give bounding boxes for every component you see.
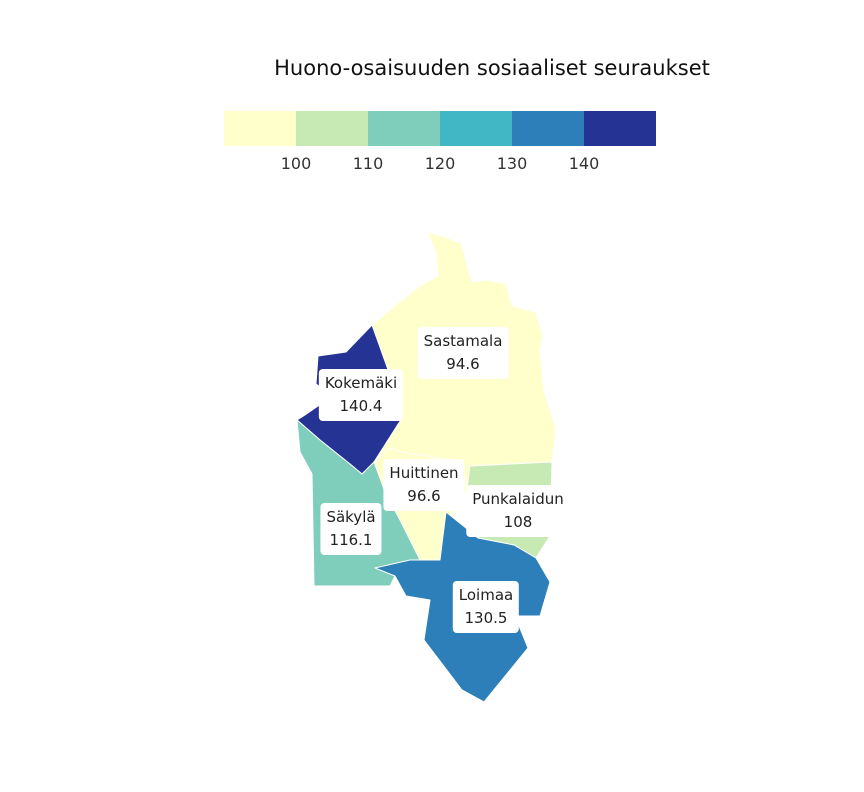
region-name: Punkalaidun bbox=[472, 490, 564, 508]
legend-swatch-120-130 bbox=[440, 111, 512, 146]
region-value: 130.5 bbox=[464, 609, 508, 627]
region-label-sakyla: Säkylä 116.1 bbox=[320, 503, 382, 555]
region-name: Sastamala bbox=[423, 332, 503, 350]
region-name: Säkylä bbox=[326, 508, 376, 526]
region-value: 108 bbox=[503, 513, 533, 531]
region-value: 140.4 bbox=[339, 397, 383, 415]
region-label-kokemaki: Kokemäki 140.4 bbox=[318, 369, 404, 421]
color-legend bbox=[224, 111, 656, 146]
legend-swatch-110-120 bbox=[368, 111, 440, 146]
legend-tick-label: 140 bbox=[568, 154, 600, 173]
legend-swatch-below-100 bbox=[224, 111, 296, 146]
region-name: Kokemäki bbox=[324, 374, 398, 392]
region-label-loimaa: Loimaa 130.5 bbox=[452, 581, 520, 633]
region-value: 94.6 bbox=[446, 355, 480, 373]
region-value: 116.1 bbox=[329, 531, 373, 549]
region-label-punkalaidun: Punkalaidun 108 bbox=[466, 485, 570, 537]
region-label-huittinen: Huittinen 96.6 bbox=[383, 459, 465, 511]
legend-tick-label: 130 bbox=[496, 154, 528, 173]
legend-tick-label: 120 bbox=[424, 154, 456, 173]
legend-tick-label: 100 bbox=[280, 154, 312, 173]
region-name: Loimaa bbox=[458, 586, 514, 604]
legend-swatch-above-140 bbox=[584, 111, 656, 146]
region-label-sastamala: Sastamala 94.6 bbox=[417, 327, 509, 379]
map-title: Huono-osaisuuden sosiaaliset seuraukset bbox=[274, 56, 710, 80]
legend-swatch-100-110 bbox=[296, 111, 368, 146]
legend-swatch-130-140 bbox=[512, 111, 584, 146]
region-name: Huittinen bbox=[389, 464, 459, 482]
legend-tick-label: 110 bbox=[352, 154, 384, 173]
region-value: 96.6 bbox=[407, 487, 441, 505]
